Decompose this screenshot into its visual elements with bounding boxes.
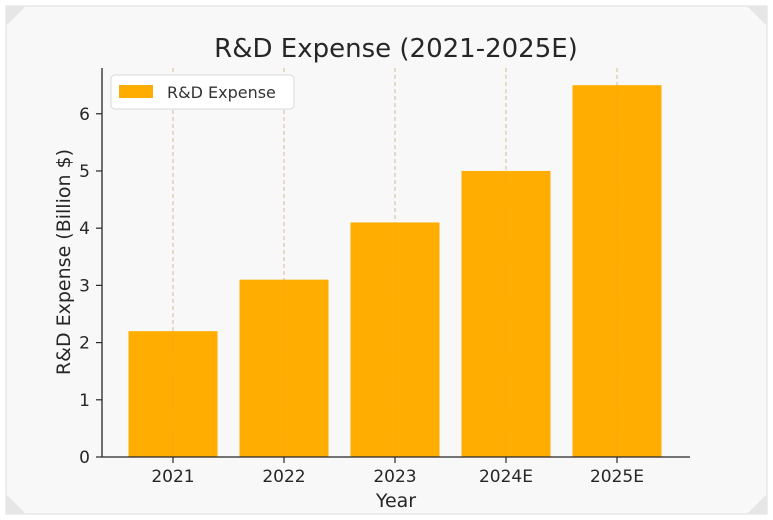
corner-fold-top-left bbox=[6, 6, 26, 26]
x-tick-label-2022: 2022 bbox=[262, 467, 305, 487]
x-axis-label: Year bbox=[375, 490, 416, 512]
x-tick-label-2021: 2021 bbox=[151, 467, 194, 487]
y-tick-label-2: 2 bbox=[79, 334, 90, 354]
x-tick-label-2025E: 2025E bbox=[590, 467, 644, 487]
y-tick-label-0: 0 bbox=[79, 448, 90, 468]
y-tick-label-1: 1 bbox=[79, 391, 90, 411]
chart-title: R&D Expense (2021-2025E) bbox=[214, 34, 578, 64]
y-tick-label-3: 3 bbox=[79, 276, 90, 296]
x-ticks: 2021 2022 2023 2024E 2025E bbox=[151, 457, 644, 487]
corner-fold-top-right bbox=[747, 6, 767, 26]
x-tick-label-2023: 2023 bbox=[373, 467, 416, 487]
y-axis-label: R&D Expense (Billion $) bbox=[53, 149, 75, 375]
legend-swatch bbox=[119, 85, 153, 98]
bar-2023 bbox=[350, 222, 440, 457]
legend-label: R&D Expense bbox=[167, 83, 276, 102]
y-ticks: 0 1 2 3 4 5 6 bbox=[79, 105, 102, 468]
y-tick-label-4: 4 bbox=[79, 219, 90, 239]
corner-fold-bottom-left bbox=[6, 494, 26, 514]
y-tick-label-6: 6 bbox=[79, 105, 90, 125]
bars bbox=[128, 68, 662, 457]
legend-box bbox=[110, 74, 295, 110]
x-tick-label-2024E: 2024E bbox=[479, 467, 533, 487]
bar-2021 bbox=[128, 331, 218, 457]
legend: R&D Expense bbox=[110, 74, 295, 110]
corner-fold-bottom-right bbox=[747, 494, 767, 514]
y-tick-label-5: 5 bbox=[79, 162, 90, 182]
